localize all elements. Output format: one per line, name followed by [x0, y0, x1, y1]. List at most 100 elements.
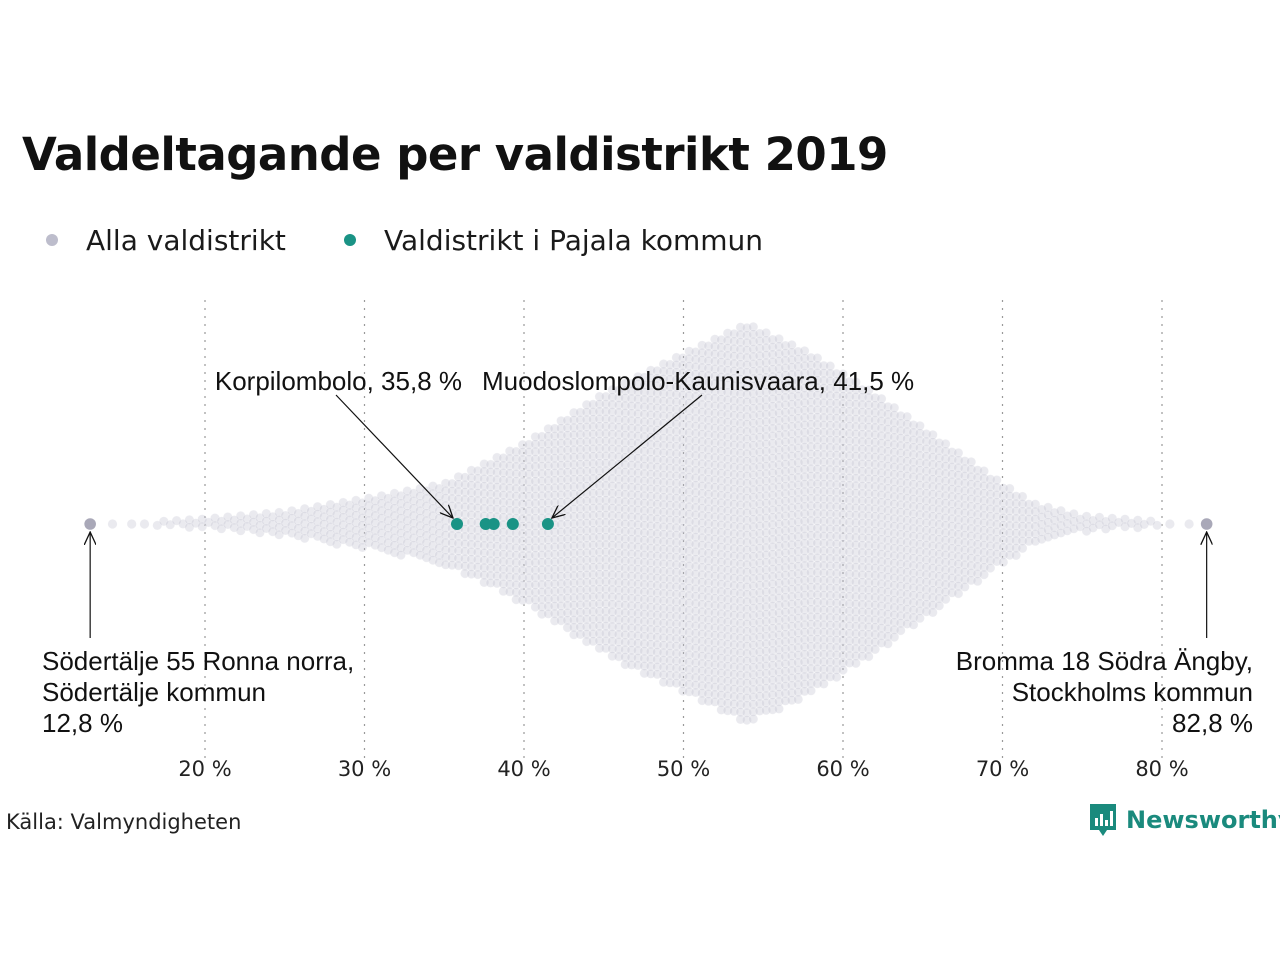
swarm-point [421, 508, 432, 519]
swarm-point [761, 661, 771, 671]
swarm-point [703, 622, 714, 633]
swarm-point [799, 375, 810, 386]
swarm-point [626, 571, 637, 581]
swarm-point [370, 525, 381, 536]
swarm-point [607, 392, 618, 402]
swarm-point [806, 397, 816, 407]
swarm-point [677, 671, 688, 682]
swarm-point [639, 416, 650, 427]
swarm-point [697, 399, 707, 410]
swarm-point [620, 622, 631, 633]
swarm-point [735, 462, 746, 473]
swarm-point [588, 547, 598, 558]
swarm-point [613, 481, 624, 492]
swarm-point [504, 535, 515, 545]
swarm-point [395, 505, 406, 516]
swarm-point [569, 563, 579, 573]
swarm-point [569, 548, 579, 559]
swarm-point [639, 616, 650, 627]
swarm-point [799, 397, 810, 408]
swarm-point [716, 608, 727, 619]
swarm-point [767, 504, 778, 515]
swarm-point [613, 577, 624, 588]
swarm-point [690, 495, 701, 505]
swarm-point [780, 392, 791, 403]
swarm-point [524, 506, 534, 516]
swarm-point [793, 546, 804, 557]
swarm-point [710, 504, 720, 515]
swarm-point [607, 384, 618, 395]
swarm-point [735, 470, 746, 481]
swarm-point [479, 503, 490, 514]
swarm-point [601, 391, 611, 402]
swarm-point [543, 446, 554, 456]
swarm-point [697, 436, 707, 447]
swarm-point [639, 498, 650, 508]
swarm-point [351, 532, 361, 543]
swarm-point [729, 662, 739, 672]
swarm-point [645, 513, 656, 524]
swarm-point [594, 576, 605, 587]
swarm-point [633, 534, 643, 545]
swarm-point [812, 404, 823, 415]
swarm-point [562, 489, 573, 500]
swarm-point [793, 657, 804, 668]
swarm-point [517, 498, 528, 509]
swarm-point [735, 359, 746, 370]
swarm-point [786, 599, 797, 609]
swarm-point [645, 409, 656, 420]
swarm-point [729, 565, 739, 576]
swarm-point [812, 560, 823, 571]
swarm-point [677, 626, 688, 637]
swarm-point [434, 520, 445, 531]
swarm-point [639, 564, 650, 575]
swarm-point [710, 452, 720, 463]
swarm-point [690, 546, 701, 557]
swarm-point [697, 458, 707, 469]
swarm-point [325, 507, 336, 517]
swarm-point [665, 477, 675, 488]
swarm-point [793, 442, 804, 453]
swarm-point [863, 651, 874, 662]
swarm-point [799, 442, 810, 452]
swarm-point [761, 394, 771, 405]
swarm-point [812, 382, 823, 393]
swarm-point [716, 586, 727, 597]
swarm-point [729, 551, 739, 561]
swarm-point [645, 498, 656, 509]
swarm-point [453, 545, 464, 556]
swarm-point [767, 549, 778, 560]
swarm-point [537, 475, 547, 486]
swarm-point [408, 532, 419, 543]
swarm-point [504, 564, 515, 575]
swarm-point [735, 677, 746, 688]
swarm-point [594, 613, 605, 624]
swarm-point [671, 396, 682, 407]
swarm-point [722, 498, 733, 509]
swarm-point [293, 530, 304, 541]
swarm-point [658, 447, 669, 458]
swarm-point [684, 590, 695, 601]
swarm-point [652, 632, 663, 643]
swarm-point [658, 551, 669, 562]
swarm-point [767, 386, 778, 397]
swarm-point [569, 585, 579, 596]
swarm-point [735, 625, 746, 636]
swarm-point [710, 622, 720, 633]
swarm-point [806, 648, 816, 659]
swarm-point [581, 458, 592, 469]
swarm-point [774, 563, 784, 574]
swarm-point [690, 569, 701, 579]
swarm-point [748, 610, 759, 621]
swarm-point [588, 473, 598, 484]
swarm-point [748, 640, 759, 650]
swarm-point [434, 528, 445, 538]
swarm-point [697, 555, 707, 565]
swarm-point [402, 515, 413, 526]
swarm-point [1165, 519, 1175, 529]
swarm-point [460, 524, 470, 534]
swarm-point [780, 540, 791, 551]
swarm-point [761, 690, 771, 701]
swarm-point [427, 503, 438, 514]
swarm-point [767, 453, 778, 463]
